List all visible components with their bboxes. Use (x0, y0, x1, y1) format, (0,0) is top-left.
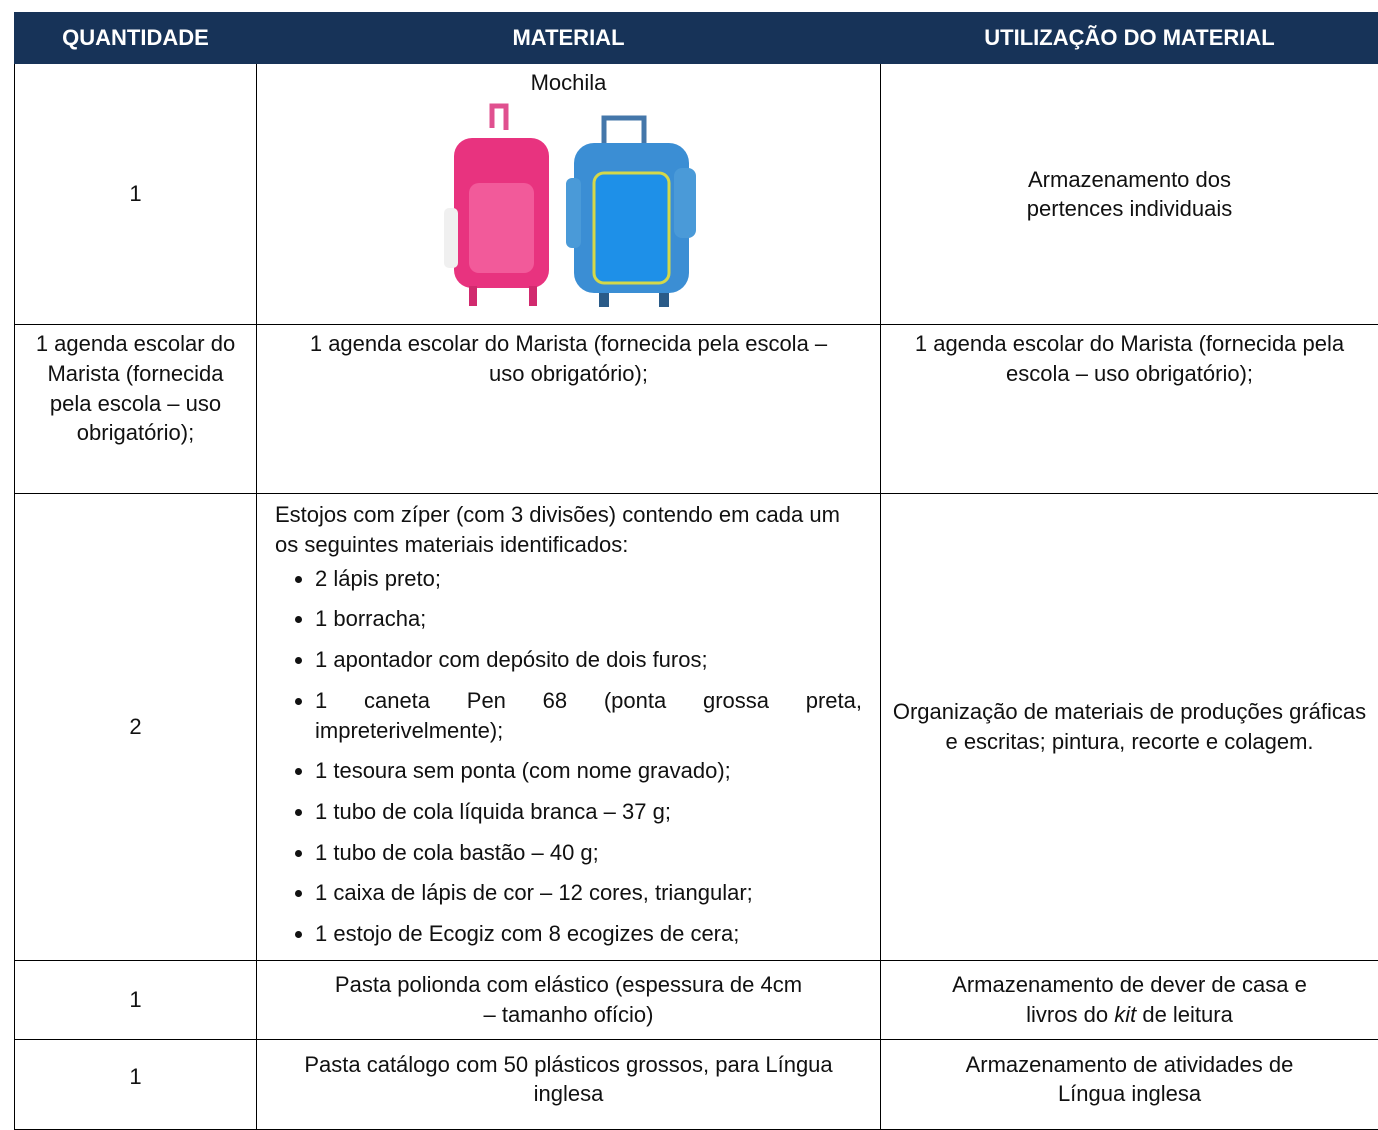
quantity: 1 agenda escolar do Marista (fornecida p… (15, 325, 257, 494)
quantity: 2 (15, 494, 257, 960)
quantity: 1 (15, 1039, 257, 1129)
usage: Organização de materiais de produções gr… (881, 494, 1378, 960)
header-cell: UTILIZAÇÃO DO MATERIAL (881, 13, 1378, 64)
usage-text: Armazenamento dos pertences individuais (1000, 165, 1260, 224)
header-row: QUANTIDADE MATERIAL UTILIZAÇÃO DO MATERI… (15, 13, 1378, 64)
usage: 1 agenda escolar do Marista (fornecida p… (881, 325, 1378, 494)
material-cell: Estojos com zíper (com 3 divisões) conte… (257, 494, 881, 960)
usage: Armazenamento de dever de casa e livros … (881, 960, 1378, 1039)
item: 1 borracha; (315, 604, 862, 634)
materials-table: QUANTIDADE MATERIAL UTILIZAÇÃO DO MATERI… (14, 12, 1378, 1130)
row: 1 Pasta polionda com elástico (espessura… (15, 960, 1378, 1039)
item: 1 apontador com depósito de dois furos; (315, 645, 862, 675)
material: Mochila (267, 68, 870, 98)
usage-emphasis: kit (1114, 1002, 1136, 1027)
material: 1 agenda escolar do Marista (fornecida p… (257, 325, 881, 494)
usage: Armazenamento dos pertences individuais (881, 64, 1378, 325)
quantity: 1 (15, 64, 257, 325)
material: Pasta polionda com elástico (espessura d… (257, 960, 881, 1039)
row: 2 Estojos com zíper (com 3 divisões) con… (15, 494, 1378, 960)
backpack-image (434, 98, 704, 313)
usage: Armazenamento de atividades de Língua in… (881, 1039, 1378, 1129)
page: QUANTIDADE MATERIAL UTILIZAÇÃO DO MATERI… (0, 0, 1378, 1084)
material: Pasta catálogo com 50 plásticos grossos,… (257, 1039, 881, 1129)
row: 1 Mochila Armazenamento dos pertences in… (15, 64, 1378, 325)
usage-text: de leitura (1142, 1002, 1233, 1027)
item: 1 tubo de cola bastão – 40 g; (315, 838, 862, 868)
material: Estojos com zíper (com 3 divisões) conte… (275, 500, 862, 559)
header-cell: MATERIAL (257, 13, 881, 64)
item: 1 tesoura sem ponta (com nome gravado); (315, 756, 862, 786)
row: 1 agenda escolar do Marista (fornecida p… (15, 325, 1378, 494)
material-cell: Mochila (257, 64, 881, 325)
header-cell: QUANTIDADE (15, 13, 257, 64)
item: 1 caneta Pen 68 (ponta grossa preta, imp… (315, 686, 862, 745)
item: 1 tubo de cola líquida branca – 37 g; (315, 797, 862, 827)
item: 1 caixa de lápis de cor – 12 cores, tria… (315, 878, 862, 908)
row: 1 Pasta catálogo com 50 plásticos grosso… (15, 1039, 1378, 1129)
item: 2 lápis preto; (315, 564, 862, 594)
item-list: 2 lápis preto; 1 borracha; 1 apontador com… (275, 564, 862, 949)
item: 1 estojo de Ecogiz com 8 ecogizes de cer… (315, 919, 862, 949)
quantity: 1 (15, 960, 257, 1039)
